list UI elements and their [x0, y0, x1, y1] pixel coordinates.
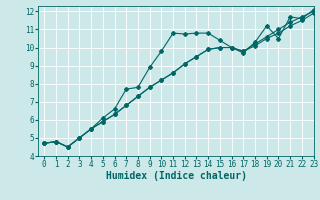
X-axis label: Humidex (Indice chaleur): Humidex (Indice chaleur) — [106, 171, 246, 181]
